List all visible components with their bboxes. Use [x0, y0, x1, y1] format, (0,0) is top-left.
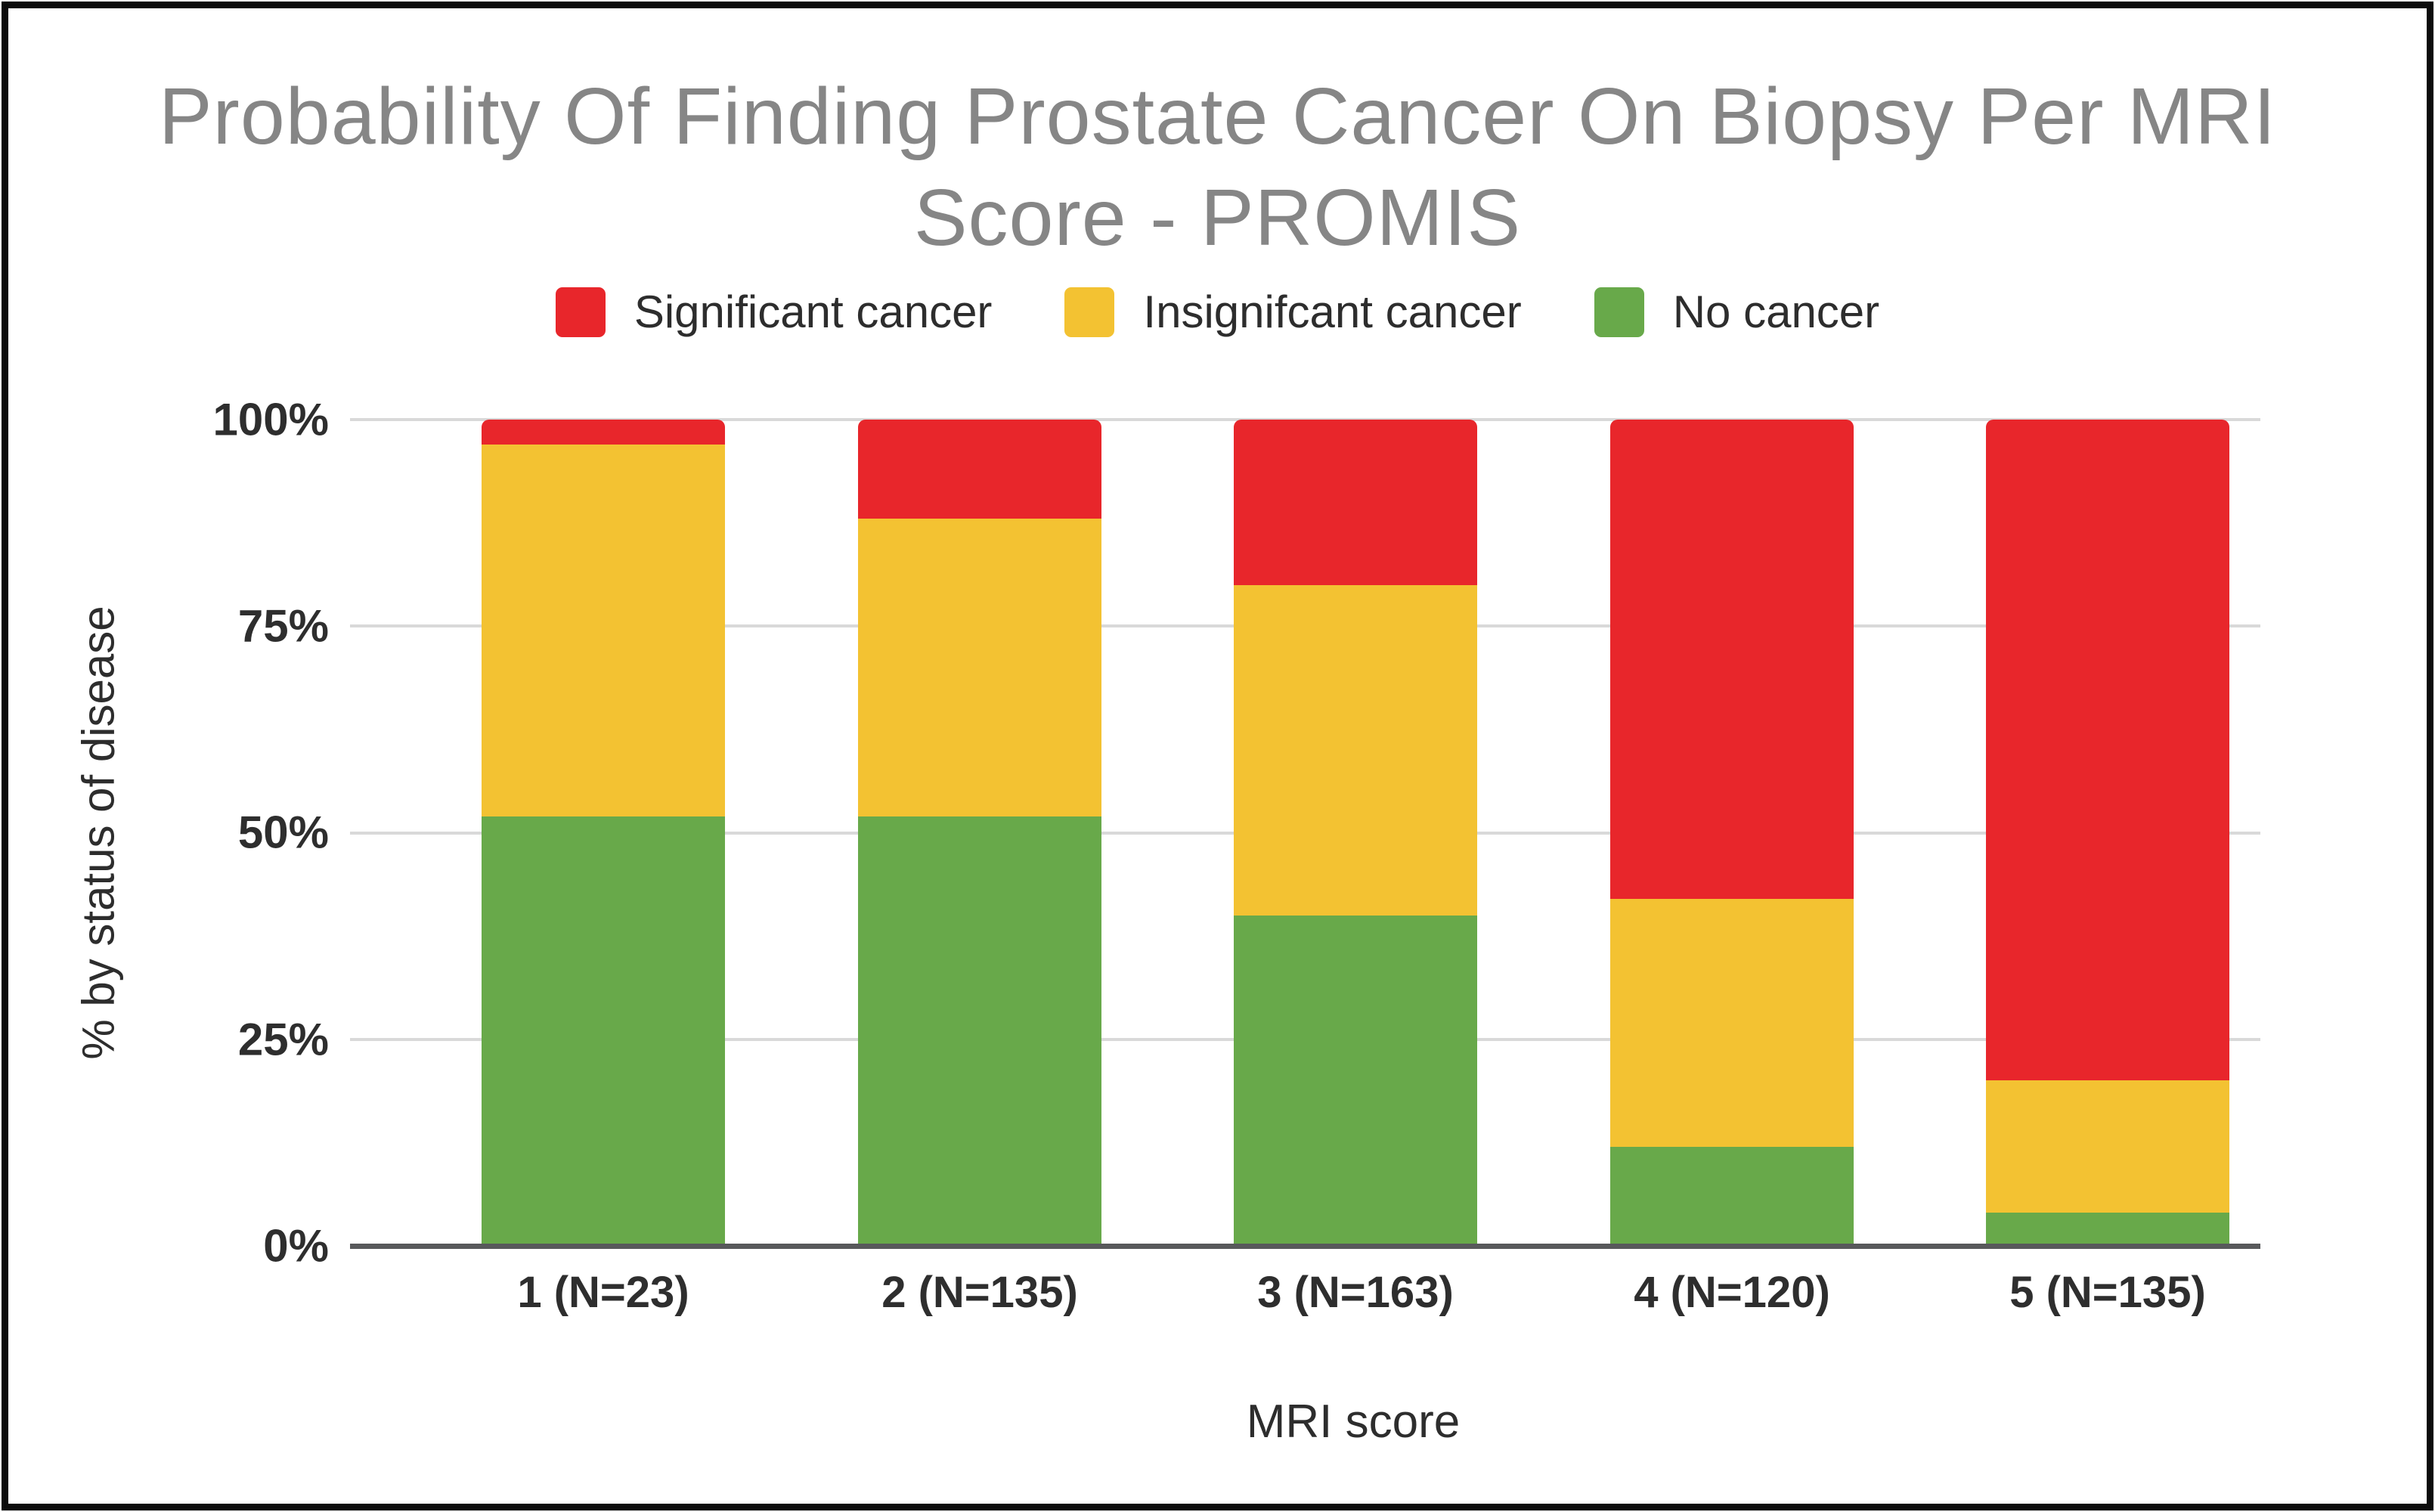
x-tick-label-2: 2 (N=135) — [881, 1268, 1078, 1317]
x-axis-line — [350, 1244, 2260, 1249]
x-axis-title: MRI score — [1246, 1396, 1461, 1448]
bar-segment-insignifcant-cancer — [482, 444, 725, 816]
y-tick-50: 50% — [237, 807, 329, 858]
y-axis-title-text: % by status of disease — [73, 605, 124, 1060]
bar-mri-3 — [1234, 420, 1477, 1246]
x-tick-label-4: 4 (N=120) — [1634, 1268, 1830, 1317]
x-tick-label-1: 1 (N=23) — [517, 1268, 689, 1317]
bar-segment-significant-cancer — [1610, 420, 1854, 899]
legend-swatch-yellow — [1064, 287, 1115, 337]
y-tick-75: 75% — [237, 600, 329, 652]
legend: Significant cancer Insignifcant cancer N… — [0, 286, 2435, 338]
bar-mri-4 — [1610, 420, 1854, 1246]
bar-segment-significant-cancer — [1986, 420, 2229, 1081]
bar-segment-insignifcant-cancer — [1234, 584, 1477, 916]
bar-segment-significant-cancer — [482, 420, 725, 445]
bar-segment-no-cancer — [482, 816, 725, 1246]
legend-label: Significant cancer — [634, 287, 993, 337]
bar-segment-no-cancer — [1234, 915, 1477, 1246]
bar-segment-insignifcant-cancer — [858, 519, 1101, 816]
chart-title: Probability Of Finding Prostate Cancer O… — [158, 72, 2277, 262]
bar-segment-significant-cancer — [1234, 420, 1477, 585]
x-tick-label-5: 5 (N=135) — [2009, 1268, 2206, 1317]
bar-segment-insignifcant-cancer — [1610, 898, 1854, 1147]
bar-segment-significant-cancer — [858, 420, 1101, 519]
legend-label: Insignifcant cancer — [1143, 287, 1522, 337]
legend-item-no-cancer: No cancer — [1594, 286, 1879, 338]
y-tick-25: 25% — [237, 1014, 329, 1065]
legend-label: No cancer — [1672, 287, 1880, 337]
bar-segment-no-cancer — [1986, 1213, 2229, 1246]
bar-segment-no-cancer — [1610, 1146, 1854, 1246]
legend-swatch-green — [1594, 287, 1644, 337]
bar-mri-2 — [858, 420, 1101, 1246]
y-tick-100: 100% — [212, 394, 329, 445]
y-tick-0: 0% — [263, 1220, 329, 1272]
bar-mri-1 — [482, 420, 725, 1246]
legend-swatch-red — [555, 287, 606, 337]
legend-item-insignificant-cancer: Insignifcant cancer — [1064, 286, 1522, 338]
legend-item-significant-cancer: Significant cancer — [555, 286, 993, 338]
bar-segment-no-cancer — [858, 816, 1101, 1246]
x-tick-label-3: 3 (N=163) — [1257, 1268, 1454, 1317]
plot-area: 1 (N=23) 2 (N=135) 3 (N=163) 4 (N=120) 5 (N=… — [350, 418, 2260, 1317]
bar-mri-5 — [1986, 420, 2229, 1246]
bar-segment-insignifcant-cancer — [1986, 1080, 2229, 1213]
